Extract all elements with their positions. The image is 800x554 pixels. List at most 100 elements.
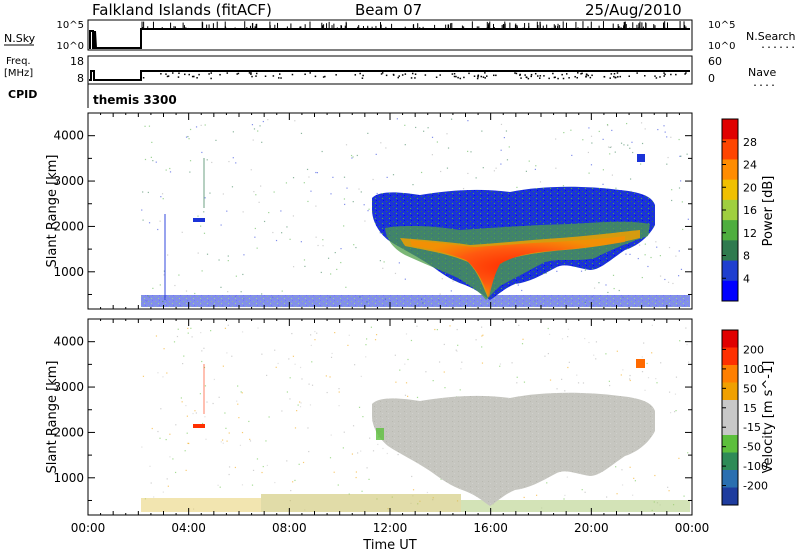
sparse-point (678, 138, 680, 141)
freq-dot (536, 75, 539, 77)
sparse-point (175, 424, 177, 426)
sparse-point (201, 350, 203, 352)
x-tick-label: 08:00 (272, 521, 307, 535)
power-floor-scatter (141, 295, 690, 307)
sparse-point (159, 437, 161, 439)
velocity-floor-b (261, 494, 461, 512)
sparse-point (182, 362, 184, 365)
sparse-point (191, 336, 193, 338)
sparse-point (644, 243, 646, 245)
freq-dot (663, 75, 665, 77)
sparse-point (300, 241, 302, 243)
freq-dot (401, 74, 404, 76)
sparse-point (580, 270, 583, 272)
sparse-point (322, 239, 324, 241)
sparse-point (651, 352, 653, 354)
sparse-point (340, 248, 342, 250)
freq-dot (397, 76, 399, 79)
colorbar-tick-label: 8 (743, 250, 750, 263)
sparse-point (670, 136, 672, 138)
sparse-point (320, 271, 322, 274)
freq-dot (587, 74, 590, 77)
sparse-point (325, 375, 327, 377)
sparse-point (475, 339, 477, 341)
sparse-point (159, 220, 161, 222)
sparse-point (187, 327, 189, 330)
sparse-point (625, 253, 627, 255)
sparse-point (669, 412, 672, 414)
freq-dot (280, 77, 282, 79)
sparse-point (522, 338, 524, 340)
sparse-point (678, 187, 681, 189)
freq-dot (414, 73, 417, 75)
freq-dot (576, 76, 578, 79)
freq-dot (539, 75, 542, 77)
sparse-point (334, 251, 336, 254)
sparse-point (162, 491, 164, 493)
sparse-point (206, 401, 208, 403)
sparse-point (379, 260, 381, 262)
sparse-point (201, 270, 203, 272)
colorbar-segment (722, 470, 738, 488)
sparse-point (675, 255, 677, 257)
sparse-point (511, 362, 513, 364)
sparse-point (297, 404, 299, 406)
sparse-point (639, 163, 642, 165)
freq-dot (477, 76, 479, 78)
freq-dot (410, 77, 413, 79)
sparse-point (423, 130, 425, 132)
nave-tick-top: 60 (708, 55, 722, 68)
sparse-point (377, 443, 379, 446)
sparse-point (618, 289, 620, 292)
nsky-trace (89, 28, 690, 49)
sparse-point (188, 138, 190, 140)
sparse-point (593, 354, 595, 356)
sparse-point (396, 118, 398, 120)
sparse-point (634, 480, 636, 482)
freq-dot (264, 75, 267, 77)
sparse-point (386, 452, 388, 455)
sparse-point (242, 211, 244, 213)
sparse-point (668, 391, 671, 393)
sparse-point (248, 420, 250, 423)
freq-dot (552, 72, 554, 75)
sparse-point (405, 382, 408, 384)
power-echo-04h (193, 218, 205, 222)
sparse-point (459, 389, 461, 391)
sparse-point (663, 125, 665, 127)
freq-dot (616, 72, 619, 74)
freq-dot (586, 73, 588, 76)
colorbar-segment (722, 487, 738, 506)
freq-dot (393, 74, 395, 76)
sparse-point (222, 193, 224, 195)
sparse-point (275, 366, 277, 368)
sparse-point (261, 293, 263, 295)
freq-dot (539, 77, 541, 79)
sparse-point (629, 466, 631, 468)
freq-dot (565, 73, 568, 75)
sparse-point (606, 496, 608, 498)
sparse-point (588, 127, 590, 129)
sparse-point (265, 440, 267, 442)
sparse-point (404, 363, 406, 365)
sparse-point (303, 182, 305, 184)
sparse-point (330, 434, 332, 436)
sparse-point (584, 337, 586, 340)
sparse-point (266, 374, 268, 377)
sparse-point (482, 167, 484, 169)
sparse-point (368, 208, 370, 210)
sparse-point (211, 161, 213, 164)
sparse-point (155, 161, 157, 163)
sparse-point (218, 396, 220, 398)
sparse-point (303, 259, 306, 261)
sparse-point (436, 329, 438, 331)
sparse-point (467, 172, 469, 175)
sparse-point (678, 275, 680, 277)
sparse-point (315, 236, 317, 238)
sparse-point (331, 352, 333, 355)
sparse-point (255, 194, 257, 196)
freq-dot (553, 76, 556, 79)
power-colorbar: 28 24 20 16 12 8 4 (721, 118, 757, 302)
freq-dots (142, 72, 687, 80)
freq-frame (87, 55, 693, 85)
